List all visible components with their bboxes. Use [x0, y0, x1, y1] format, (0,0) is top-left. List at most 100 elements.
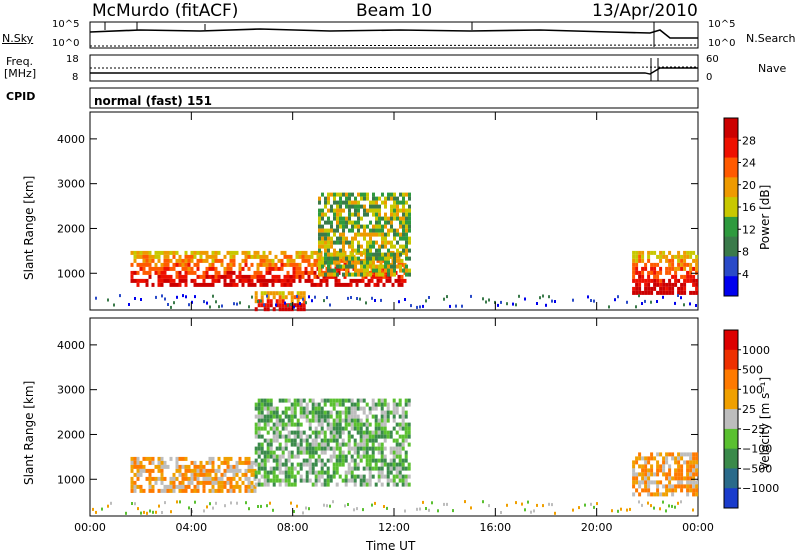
echo-cell: [653, 266, 657, 271]
echo-cell: [644, 460, 648, 465]
echo-cell: [653, 278, 657, 283]
echo-cell: [318, 256, 321, 261]
echo-cell: [332, 434, 336, 439]
echo-cell: [335, 426, 339, 431]
echo-cell: [172, 476, 176, 481]
x-tick-label: 16:00: [479, 521, 511, 534]
echo-cell: [384, 224, 387, 229]
echo-cell: [287, 478, 291, 483]
echo-cell: [341, 402, 345, 407]
echo-cell: [308, 458, 312, 463]
echo-cell: [154, 480, 158, 485]
echo-cell: [280, 278, 284, 283]
echo-cell: [308, 442, 312, 447]
echo-cell: [656, 254, 660, 259]
echo-cell: [175, 262, 179, 267]
echo-cell: [305, 470, 309, 475]
echo-cell: [305, 442, 309, 447]
echo-cell: [340, 258, 344, 263]
echo-cell: [299, 303, 303, 308]
echo-cell: [214, 468, 218, 473]
echo-cell: [184, 278, 188, 283]
date-title: 13/Apr/2010: [592, 1, 698, 21]
y-tick-label: 4000: [57, 339, 85, 352]
echo-cell: [214, 254, 218, 259]
echo-cell: [641, 468, 645, 473]
echo-cell: [401, 474, 405, 479]
ground-scatter-cell: [404, 509, 406, 513]
echo-cell: [348, 196, 351, 201]
echo-cell: [689, 262, 693, 267]
echo-cell: [387, 260, 390, 265]
echo-cell: [145, 476, 149, 481]
ground-scatter-cell: [374, 501, 376, 505]
echo-cell: [295, 262, 299, 267]
echo-cell: [399, 216, 402, 221]
echo-cell: [266, 299, 270, 304]
echo-cell: [281, 426, 285, 431]
ground-scatter-cell: [680, 500, 682, 504]
echo-cell: [211, 468, 215, 473]
ground-scatter-cell: [143, 510, 145, 514]
x-tick-label: 00:00: [682, 521, 714, 534]
echo-cell: [383, 458, 387, 463]
echo-cell: [375, 224, 378, 229]
echo-cell: [287, 458, 291, 463]
echo-cell: [405, 212, 408, 217]
echo-cell: [386, 406, 390, 411]
colorbar-tick-label: 24: [742, 157, 756, 170]
echo-cell: [223, 282, 227, 287]
echo-cell: [202, 468, 206, 473]
echo-cell: [287, 474, 291, 479]
echo-cell: [254, 482, 258, 487]
ground-scatter-cell: [134, 502, 136, 506]
echo-cell: [284, 446, 288, 451]
echo-cell: [369, 244, 372, 249]
echo-cell: [396, 228, 399, 233]
echo-cell: [136, 460, 140, 465]
echo-cell: [293, 466, 297, 471]
echo-cell: [136, 468, 140, 473]
ground-scatter-cell: [140, 511, 142, 515]
echo-cell: [341, 418, 345, 423]
ground-scatter-cell: [371, 296, 373, 300]
echo-cell: [327, 200, 330, 205]
echo-cell: [377, 426, 381, 431]
echo-cell: [665, 258, 669, 263]
echo-cell: [281, 398, 285, 403]
echo-cell: [397, 274, 401, 279]
echo-cell: [360, 224, 363, 229]
echo-cell: [384, 200, 387, 205]
echo-cell: [293, 438, 297, 443]
echo-cell: [662, 286, 666, 291]
echo-cell: [380, 422, 384, 427]
echo-cell: [263, 291, 267, 296]
echo-cell: [235, 282, 239, 287]
ground-scatter-cell: [428, 508, 430, 512]
echo-cell: [284, 462, 288, 467]
echo-cell: [220, 274, 224, 279]
echo-cell: [298, 254, 302, 259]
ground-scatter-cell: [245, 501, 247, 505]
echo-cell: [354, 224, 357, 229]
echo-cell: [175, 274, 179, 279]
echo-cell: [260, 402, 264, 407]
echo-cell: [259, 274, 263, 279]
echo-cell: [360, 244, 363, 249]
echo-cell: [378, 224, 381, 229]
ground-scatter-cell: [107, 298, 109, 302]
echo-cell: [360, 272, 363, 277]
echo-cell: [331, 274, 335, 279]
echo-cell: [272, 458, 276, 463]
echo-cell: [398, 398, 402, 403]
echo-cell: [136, 270, 140, 275]
echo-cell: [302, 406, 306, 411]
ground-scatter-cell: [125, 511, 127, 515]
ground-scatter-cell: [362, 508, 364, 512]
echo-cell: [333, 240, 336, 245]
echo-cell: [254, 462, 258, 467]
echo-cell: [244, 258, 248, 263]
echo-cell: [299, 450, 303, 455]
echo-cell: [338, 454, 342, 459]
echo-cell: [332, 446, 336, 451]
